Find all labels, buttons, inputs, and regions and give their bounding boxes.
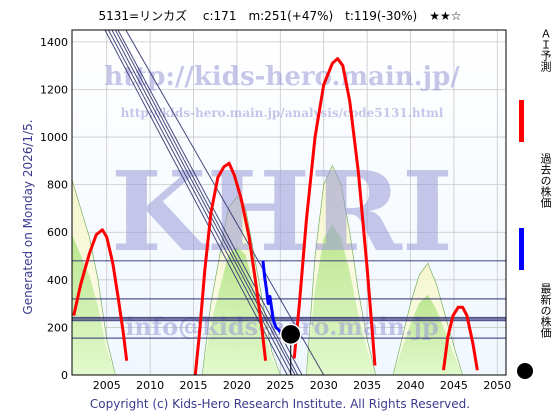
- watermark: http://kids-hero.main.jp/ http://kids-he…: [104, 62, 460, 341]
- x-tick-label: 2020: [223, 379, 251, 392]
- legend: ＡＩ予測 過去の株価 最新の株価: [515, 28, 555, 383]
- trend-line: [111, 30, 296, 375]
- legend-ai-swatch: [519, 100, 524, 142]
- y-tick-label: 200: [47, 321, 68, 334]
- ai-forecast-line: [72, 228, 129, 361]
- legend-past-swatch: [519, 228, 524, 270]
- price-levels: [72, 260, 506, 339]
- x-tick-label: 2030: [310, 379, 338, 392]
- y-tick-label: 400: [47, 274, 68, 287]
- y-tick-label: 800: [47, 179, 68, 192]
- watermark-url-small: http://kids-hero.main.jp/analysis/code51…: [121, 106, 444, 120]
- x-tick-label: 2015: [180, 379, 208, 392]
- ai-forecast-line: [193, 161, 268, 375]
- series: [72, 57, 479, 375]
- plot-frame: [71, 29, 507, 376]
- y-tick-label: 1000: [40, 131, 68, 144]
- copyright: Copyright (c) Kids-Hero Research Institu…: [89, 397, 471, 411]
- y-tick-label: 0: [61, 369, 68, 382]
- trend-line: [117, 30, 303, 375]
- ai-forecast-line: [292, 57, 377, 366]
- forecast-band-inner: [72, 234, 116, 375]
- x-tick-label: 2035: [353, 379, 381, 392]
- x-tick-label: 2040: [397, 379, 425, 392]
- forecast-band-inner: [306, 224, 376, 375]
- axes: 2005 2010 2015 2020 2025 2030 2035 2040 2045 2050…: [40, 29, 511, 392]
- x-tick-label: 2010: [136, 379, 164, 392]
- y-tick-label: 1200: [40, 83, 68, 96]
- watermark-logo: KHRI: [111, 147, 453, 276]
- legend-latest-label: 最新の株価: [539, 283, 552, 338]
- x-tick-label: 2025: [266, 379, 294, 392]
- x-tick-label: 2045: [440, 379, 468, 392]
- legend-ai-label: ＡＩ予測: [539, 28, 552, 72]
- x-tick-label: 2005: [93, 379, 121, 392]
- y-tick-label: 1400: [40, 36, 68, 49]
- past-price-line: [261, 260, 282, 334]
- x-tick-label: 2050: [483, 379, 511, 392]
- trend-lines: [104, 30, 325, 375]
- trend-line: [104, 30, 288, 375]
- trend-line: [125, 30, 325, 375]
- ai-forecast-line: [442, 305, 479, 371]
- trend-line: [114, 30, 299, 375]
- forecast-bands: [72, 164, 463, 375]
- legend-latest-swatch: [517, 363, 533, 379]
- y-tick-label: 600: [47, 226, 68, 239]
- latest-price-point: [279, 323, 302, 346]
- watermark-url: http://kids-hero.main.jp/: [104, 62, 460, 92]
- legend-past-label: 過去の株価: [539, 153, 552, 208]
- forecast-band-inner: [202, 246, 281, 375]
- chart-title: 5131=リンカズ c:171 m:251(+47%) t:119(-30%) …: [98, 9, 462, 23]
